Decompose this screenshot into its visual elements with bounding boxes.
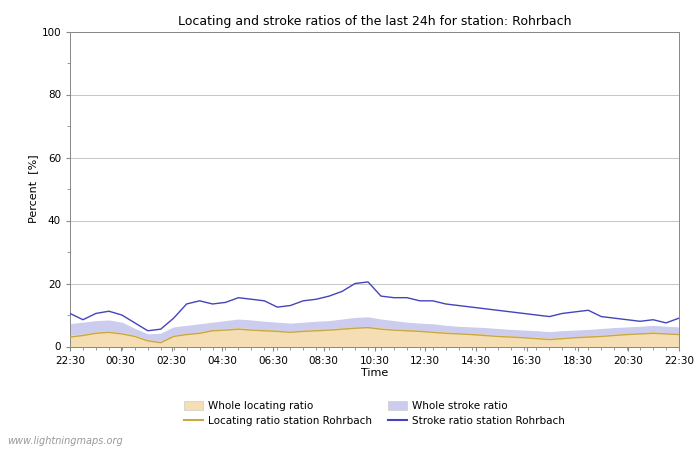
X-axis label: Time: Time <box>361 368 388 378</box>
Text: www.lightningmaps.org: www.lightningmaps.org <box>7 436 122 446</box>
Title: Locating and stroke ratios of the last 24h for station: Rohrbach: Locating and stroke ratios of the last 2… <box>178 14 571 27</box>
Legend: Whole locating ratio, Locating ratio station Rohrbach, Whole stroke ratio, Strok: Whole locating ratio, Locating ratio sta… <box>181 398 568 429</box>
Y-axis label: Percent  [%]: Percent [%] <box>29 155 38 223</box>
